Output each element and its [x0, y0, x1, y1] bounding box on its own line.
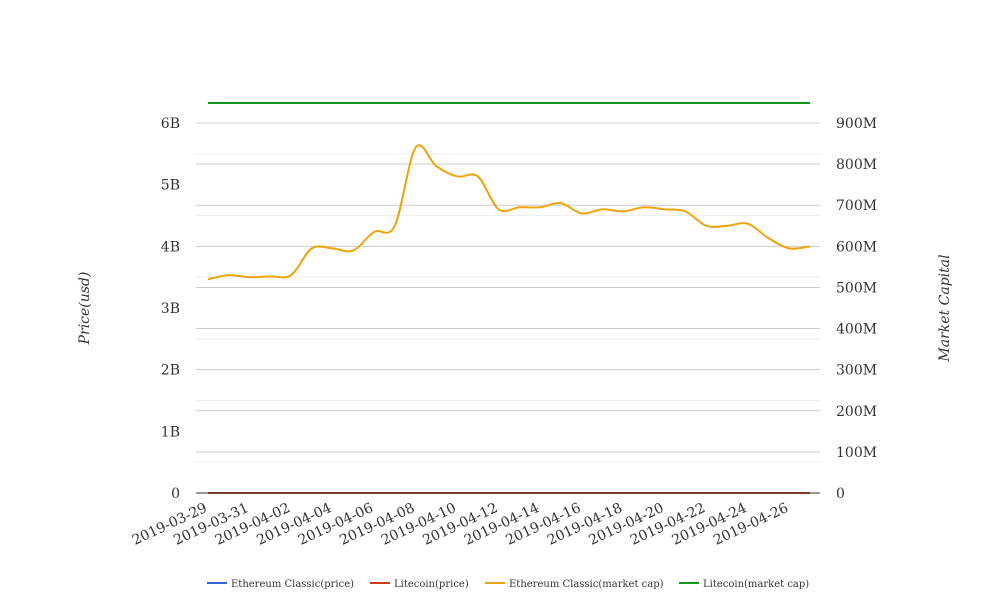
legend-item-ethereum-classic-market-cap[interactable]: Ethereum Classic(market cap) [485, 579, 664, 590]
left-y-tick-label: 6B [161, 116, 180, 132]
minor-gridlines [196, 153, 820, 463]
left-y-tick-label: 3B [161, 301, 180, 317]
left-y-tick-label: 1B [161, 424, 180, 440]
right-y-tick-label: 200M [836, 404, 877, 420]
legend-item-ethereum-classic-price[interactable]: Ethereum Classic(price) [207, 579, 354, 590]
legend-item-litecoin-price[interactable]: Litecoin(price) [370, 579, 469, 590]
legend-label: Ethereum Classic(market cap) [509, 579, 664, 590]
left-y-tick-label: 0 [171, 486, 180, 502]
left-y-axis-title: Price(usd) [77, 272, 93, 346]
legend-label: Litecoin(market cap) [703, 579, 809, 590]
left-y-tick-label: 5B [161, 178, 180, 194]
right-y-tick-labels: 0 100M 200M 300M 400M 500M 600M 700M 800M 900M [836, 116, 877, 502]
legend[interactable]: Ethereum Classic(price) Litecoin(price) Et… [207, 579, 809, 590]
right-y-tick-label: 300M [836, 363, 877, 379]
right-y-tick-label: 900M [836, 116, 877, 132]
left-y-tick-labels: 0 1B 2B 3B 4B 5B 6B [161, 116, 180, 502]
right-y-tick-label: 800M [836, 157, 877, 173]
legend-label: Litecoin(price) [394, 579, 469, 590]
right-y-axis-title: Market Capital [937, 254, 953, 362]
right-y-tick-label: 600M [836, 239, 877, 255]
left-y-tick-label: 2B [161, 363, 180, 379]
left-y-tick-label: 4B [161, 239, 180, 255]
right-y-tick-label: 0 [836, 486, 845, 502]
major-gridlines [196, 122, 820, 453]
series-lines [207, 102, 811, 495]
right-y-tick-label: 400M [836, 322, 877, 338]
right-y-tick-label: 500M [836, 280, 877, 296]
series-line-ethereum-classic-market-cap [207, 144, 811, 281]
legend-item-litecoin-market-cap[interactable]: Litecoin(market cap) [679, 579, 809, 590]
right-y-tick-label: 100M [836, 445, 877, 461]
legend-label: Ethereum Classic(price) [231, 579, 354, 590]
right-y-tick-label: 700M [836, 198, 877, 214]
x-tick-labels: 2019-03-292019-03-312019-04-022019-04-04… [130, 500, 791, 549]
